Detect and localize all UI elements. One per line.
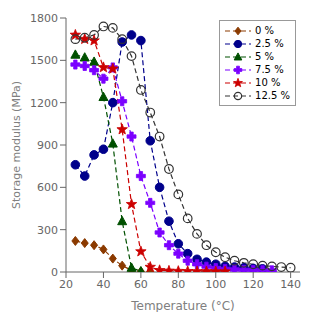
svg-text:900: 900 bbox=[37, 139, 58, 152]
svg-text:1200: 1200 bbox=[30, 97, 58, 110]
html-text:7.5 %: 7.5 % bbox=[255, 64, 284, 75]
svg-text:60: 60 bbox=[134, 278, 148, 291]
svg-text:600: 600 bbox=[37, 181, 58, 194]
html-text:10 %: 10 % bbox=[255, 77, 281, 88]
svg-text:0: 0 bbox=[51, 266, 58, 279]
svg-text:140: 140 bbox=[280, 278, 301, 291]
html-text:5 %: 5 % bbox=[255, 51, 275, 62]
svg-text:100: 100 bbox=[205, 278, 226, 291]
svg-text:Storage modulus (MPa): Storage modulus (MPa) bbox=[10, 81, 23, 209]
html-text:12.5 %: 12.5 % bbox=[255, 90, 290, 101]
svg-text:40: 40 bbox=[96, 278, 110, 291]
html-text:2.5 %: 2.5 % bbox=[255, 38, 284, 49]
svg-text:Temperature (°C): Temperature (°C) bbox=[130, 299, 235, 312]
svg-text:20: 20 bbox=[59, 278, 73, 291]
svg-text:1800: 1800 bbox=[30, 12, 58, 25]
svg-text:300: 300 bbox=[37, 224, 58, 237]
svg-text:120: 120 bbox=[243, 278, 264, 291]
svg-text:80: 80 bbox=[171, 278, 185, 291]
html-text:0 %: 0 % bbox=[255, 25, 275, 36]
svg-text:1500: 1500 bbox=[30, 54, 58, 67]
